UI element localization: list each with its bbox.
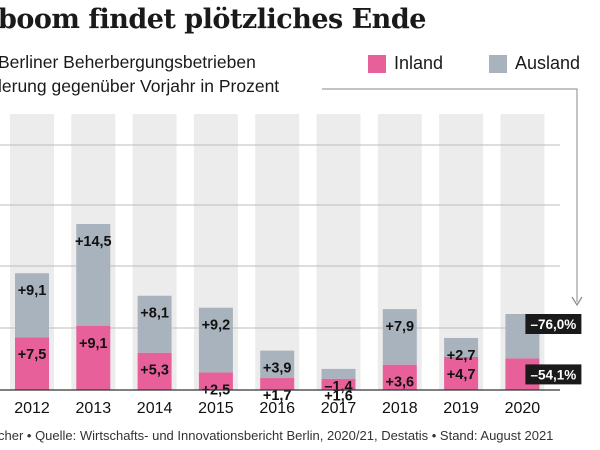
- bar-ausland: [137, 295, 172, 353]
- chart-subtitle: Berliner Beherbergungsbetrieben lerung g…: [0, 50, 279, 98]
- data-label-ausland: –76,0%: [531, 317, 577, 332]
- bar-ausland: [198, 307, 233, 373]
- bar-inland: [260, 378, 295, 390]
- data-label-inland: +1,7: [263, 388, 292, 404]
- data-label-inland: –54,1%: [531, 367, 577, 382]
- x-tick-label: 2018: [382, 400, 418, 417]
- year-band: [316, 114, 361, 390]
- data-label-ausland: +3,9: [263, 361, 292, 377]
- bar-inland: [321, 378, 356, 390]
- data-label-ausland: +9,1: [18, 283, 47, 299]
- data-label-ausland: +14,5: [75, 234, 112, 250]
- legend-label-inland: Inland: [394, 53, 444, 73]
- legend-item-inland: Inland: [368, 53, 443, 74]
- data-label-inland: +1,6: [324, 389, 353, 405]
- bar-inland: [137, 352, 172, 390]
- source-note: cher • Quelle: Wirtschafts- und Innovati…: [0, 428, 554, 443]
- legend-item-ausland: Ausland: [489, 53, 580, 74]
- x-tick-label: 2017: [321, 400, 357, 417]
- bar-ausland: [15, 273, 49, 338]
- legend-swatch-inland: [368, 54, 386, 73]
- data-label-inland: +7,5: [18, 347, 47, 363]
- data-label-ausland: +7,9: [385, 319, 414, 335]
- x-tick-label: 2015: [198, 400, 234, 417]
- data-label-inland: +9,1: [79, 336, 108, 352]
- x-tick-label: 2013: [76, 400, 112, 417]
- bar-inland: [382, 364, 417, 390]
- data-label-ausland: –1,4: [324, 379, 352, 395]
- x-tick-label: 2019: [443, 400, 479, 417]
- legend-label-ausland: Ausland: [515, 53, 581, 73]
- data-label-inland: +3,6: [385, 375, 414, 391]
- x-tick-label: 2016: [259, 400, 295, 417]
- bar-ausland: [76, 224, 111, 326]
- bar-ausland: [260, 350, 295, 379]
- bar-ausland: [382, 309, 417, 365]
- bar-ausland: [444, 337, 479, 357]
- bar-inland: [444, 356, 479, 390]
- x-tick-label: 2012: [14, 400, 50, 417]
- x-tick-label: 2014: [137, 400, 173, 417]
- callout-arrowhead: [571, 296, 583, 307]
- subtitle-line-1: Berliner Beherbergungsbetrieben: [0, 52, 256, 72]
- callout-box-inland: [525, 364, 582, 385]
- legend-swatch-ausland: [489, 54, 507, 73]
- subtitle-line-2: lerung gegenüber Vorjahr in Prozent: [0, 76, 280, 96]
- year-band: [255, 114, 300, 390]
- data-label-inland: +4,7: [447, 367, 476, 383]
- bar-inland: [15, 337, 49, 390]
- bar-inland: [198, 372, 233, 390]
- data-label-ausland: +8,1: [140, 306, 169, 322]
- chart-title: boom findet plötzliches Ende: [0, 4, 426, 35]
- data-label-inland: +5,3: [140, 363, 169, 379]
- data-label-ausland: +9,2: [202, 318, 231, 334]
- x-tick-label: 2020: [505, 400, 541, 417]
- callout-connector-line: [322, 88, 578, 302]
- bar-inland: [76, 325, 111, 390]
- data-label-ausland: +2,7: [447, 348, 476, 364]
- callout-box-ausland: [525, 314, 582, 334]
- bar-ausland: [321, 368, 356, 379]
